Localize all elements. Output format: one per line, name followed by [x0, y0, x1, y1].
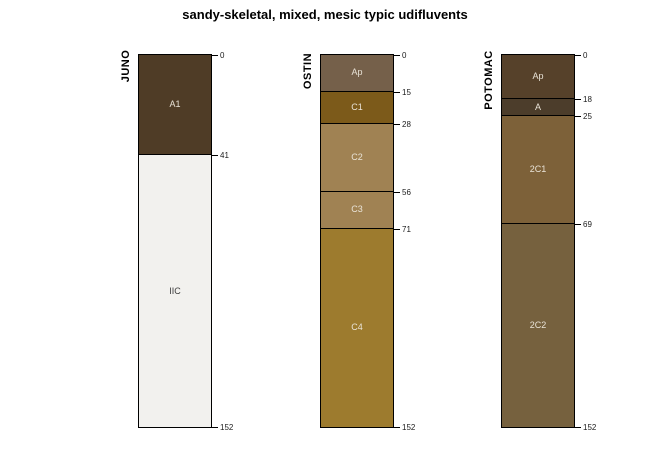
depth-tick-label: 69 [583, 219, 592, 229]
profile-name-label: POTOMAC [483, 50, 495, 111]
horizon-name-label: A [534, 101, 541, 112]
profile-column: Ap C1 C2 C3 C4 [320, 54, 394, 428]
depth-leader-line [574, 116, 581, 118]
depth-tick-label: 152 [402, 423, 416, 432]
depth-leader-line [211, 427, 218, 428]
depth-tick-label: 0 [583, 51, 588, 60]
depth-leader-line [574, 55, 581, 56]
depth-tick-label: 18 [583, 95, 592, 105]
depth-leader-line [393, 91, 400, 93]
depth-leader-line [574, 427, 581, 428]
depth-tick-label: 56 [402, 188, 411, 198]
depth-leader-line [393, 192, 400, 194]
horizon-segment: 2C1 [502, 116, 574, 224]
profile-column: Ap A 2C1 2C2 [501, 54, 575, 428]
depth-tick-label: 25 [583, 112, 592, 122]
horizon-segment: C4 [321, 228, 393, 427]
horizon-name-label: C1 [351, 101, 363, 112]
depth-tick-label: 15 [402, 87, 411, 97]
depth-tick-label: 71 [402, 224, 411, 234]
horizon-name-label: C2 [351, 151, 363, 162]
depth-leader-line [393, 427, 400, 428]
horizon-name-label: C4 [351, 322, 363, 333]
horizon-segment: Ap [321, 55, 393, 92]
horizon-segment: A1 [139, 55, 211, 156]
depth-leader-line [393, 123, 400, 125]
horizon-segment: C1 [321, 91, 393, 124]
plot-title: sandy-skeletal, mixed, mesic typic udifl… [182, 7, 468, 22]
depth-leader-line [393, 55, 400, 56]
horizon-name-label: IIC [169, 285, 181, 296]
depth-leader-line [574, 223, 581, 225]
horizon-name-label: C3 [351, 204, 363, 215]
depth-tick-label: 152 [220, 423, 234, 432]
horizon-segment: A [502, 99, 574, 117]
horizon-name-label: Ap [532, 71, 544, 82]
profile-column: A1 IIC [138, 54, 212, 428]
depth-tick-label: 152 [583, 423, 597, 432]
depth-leader-line [574, 99, 581, 101]
profile-name-label: JUNO [120, 49, 132, 83]
horizon-segment: IIC [139, 155, 211, 427]
horizon-segment: C2 [321, 123, 393, 193]
depth-leader-line [211, 55, 218, 56]
depth-tick-label: 0 [402, 51, 407, 60]
horizon-name-label: 2C1 [529, 164, 547, 174]
depth-tick-label: 28 [402, 119, 411, 129]
depth-tick-label: 0 [220, 51, 225, 60]
horizon-name-label: 2C2 [529, 319, 547, 330]
depth-leader-line [393, 228, 400, 230]
horizon-name-label: A1 [169, 99, 181, 110]
depth-tick-label: 41 [220, 151, 229, 161]
horizon-segment: Ap [502, 55, 574, 100]
horizon-segment: 2C2 [502, 223, 574, 427]
depth-leader-line [211, 155, 218, 157]
horizon-segment: C3 [321, 192, 393, 229]
horizon-name-label: Ap [351, 67, 363, 78]
profile-name-label: OSTIN [302, 52, 314, 89]
